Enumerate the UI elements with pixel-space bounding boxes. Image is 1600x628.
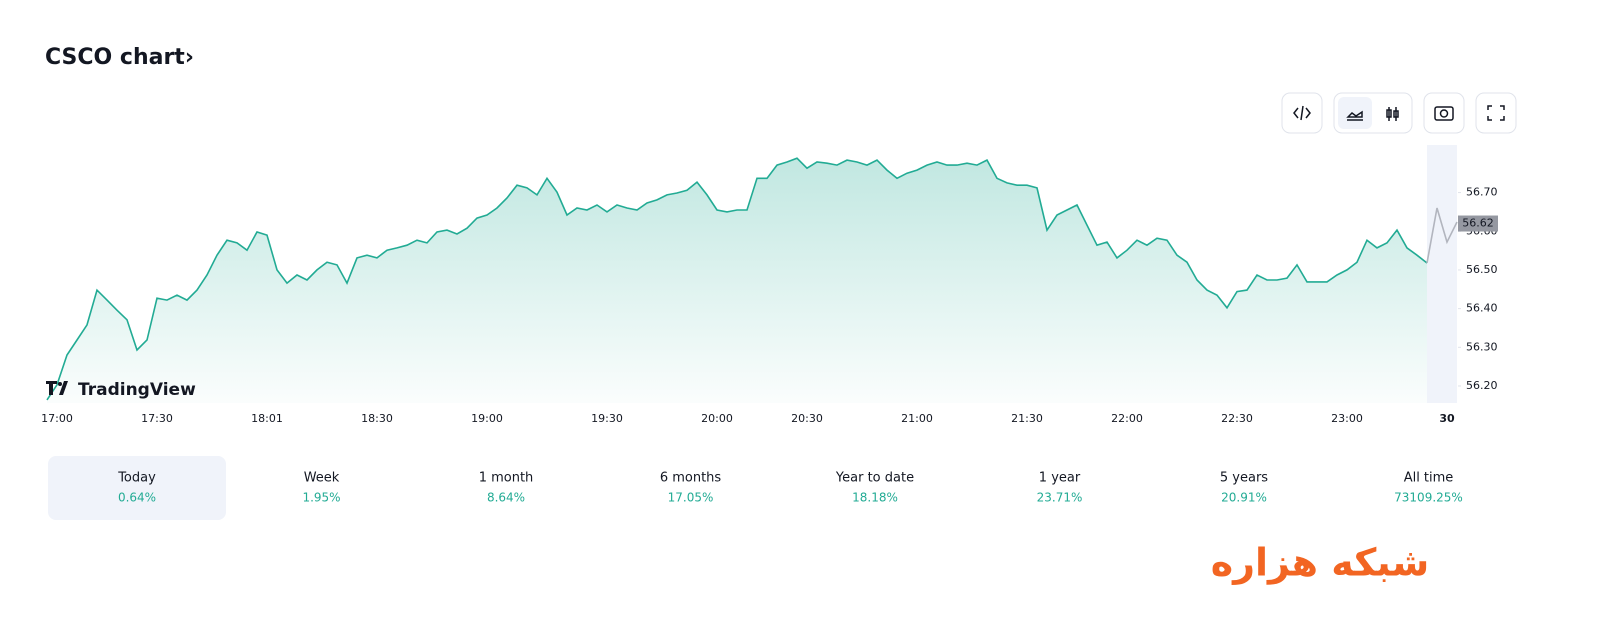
period-label[interactable]: Today <box>117 471 156 486</box>
period-change: 1.95% <box>302 491 340 505</box>
toolbar-icons <box>1293 105 1505 121</box>
price-area <box>47 158 1427 403</box>
y-tick-label: 56.40 <box>1466 302 1498 315</box>
period-label[interactable]: Week <box>304 471 340 486</box>
x-tick-label: 18:01 <box>251 412 283 425</box>
selected-tab-bg <box>48 456 226 520</box>
snapshot-button[interactable] <box>1423 92 1465 134</box>
period-change: 8.64% <box>487 491 525 505</box>
x-tick-label: 20:00 <box>701 412 733 425</box>
period-change: 73109.25% <box>1394 491 1463 505</box>
plot: 56.2056.3056.4056.5056.6056.7017:0017:30… <box>41 145 1498 425</box>
x-tick-label: 21:30 <box>1011 412 1043 425</box>
last-price-tag <box>1458 215 1498 232</box>
period-label[interactable]: Year to date <box>835 471 914 486</box>
period-label[interactable]: 5 years <box>1220 471 1268 486</box>
watermark: شبکه هزاره <box>1211 541 1430 585</box>
x-tick-label: 17:00 <box>41 412 73 425</box>
period-change: 23.71% <box>1037 491 1083 505</box>
tradingview-logo: TradingView <box>46 380 196 400</box>
x-tick-label: 19:00 <box>471 412 503 425</box>
y-tick-label: 56.50 <box>1466 263 1498 276</box>
x-tick-label: 18:30 <box>361 412 393 425</box>
extended-hours-band <box>1427 145 1457 403</box>
fullscreen-button[interactable] <box>1475 92 1517 134</box>
x-tick-label: 22:30 <box>1221 412 1253 425</box>
period-change: 20.91% <box>1221 491 1267 505</box>
x-tick-label: 22:00 <box>1111 412 1143 425</box>
toolbar <box>1281 92 1517 134</box>
x-tick-label: 20:30 <box>791 412 823 425</box>
period-label[interactable]: 1 month <box>479 471 534 486</box>
last-price-label: 56.62 <box>1462 217 1494 230</box>
chart-style-group <box>1333 92 1413 134</box>
period-change: 0.64% <box>118 491 156 505</box>
period-tabs: Today 0.64% Week 1.95% 1 month 8.64% 6 months 1… <box>48 456 1463 520</box>
x-tick-label: 30 <box>1439 412 1455 425</box>
period-label[interactable]: All time <box>1404 471 1454 486</box>
x-tick-label: 21:00 <box>901 412 933 425</box>
logo-text: TradingView <box>78 380 196 400</box>
embed-button[interactable] <box>1281 92 1323 134</box>
price-line <box>46 157 1428 401</box>
extended-line <box>1426 207 1458 264</box>
y-tick-label: 56.70 <box>1466 186 1498 199</box>
page-title[interactable]: CSCO chart› <box>45 45 194 70</box>
x-tick-label: 17:30 <box>141 412 173 425</box>
period-change: 18.18% <box>852 491 898 505</box>
x-tick-label: 23:00 <box>1331 412 1363 425</box>
y-tick-label: 56.20 <box>1466 379 1498 392</box>
period-label[interactable]: 1 year <box>1039 471 1081 486</box>
line-style-button[interactable] <box>1338 97 1372 129</box>
period-change: 17.05% <box>668 491 714 505</box>
x-tick-label: 19:30 <box>591 412 623 425</box>
y-tick-label: 56.30 <box>1466 340 1498 353</box>
period-label[interactable]: 6 months <box>660 471 722 486</box>
